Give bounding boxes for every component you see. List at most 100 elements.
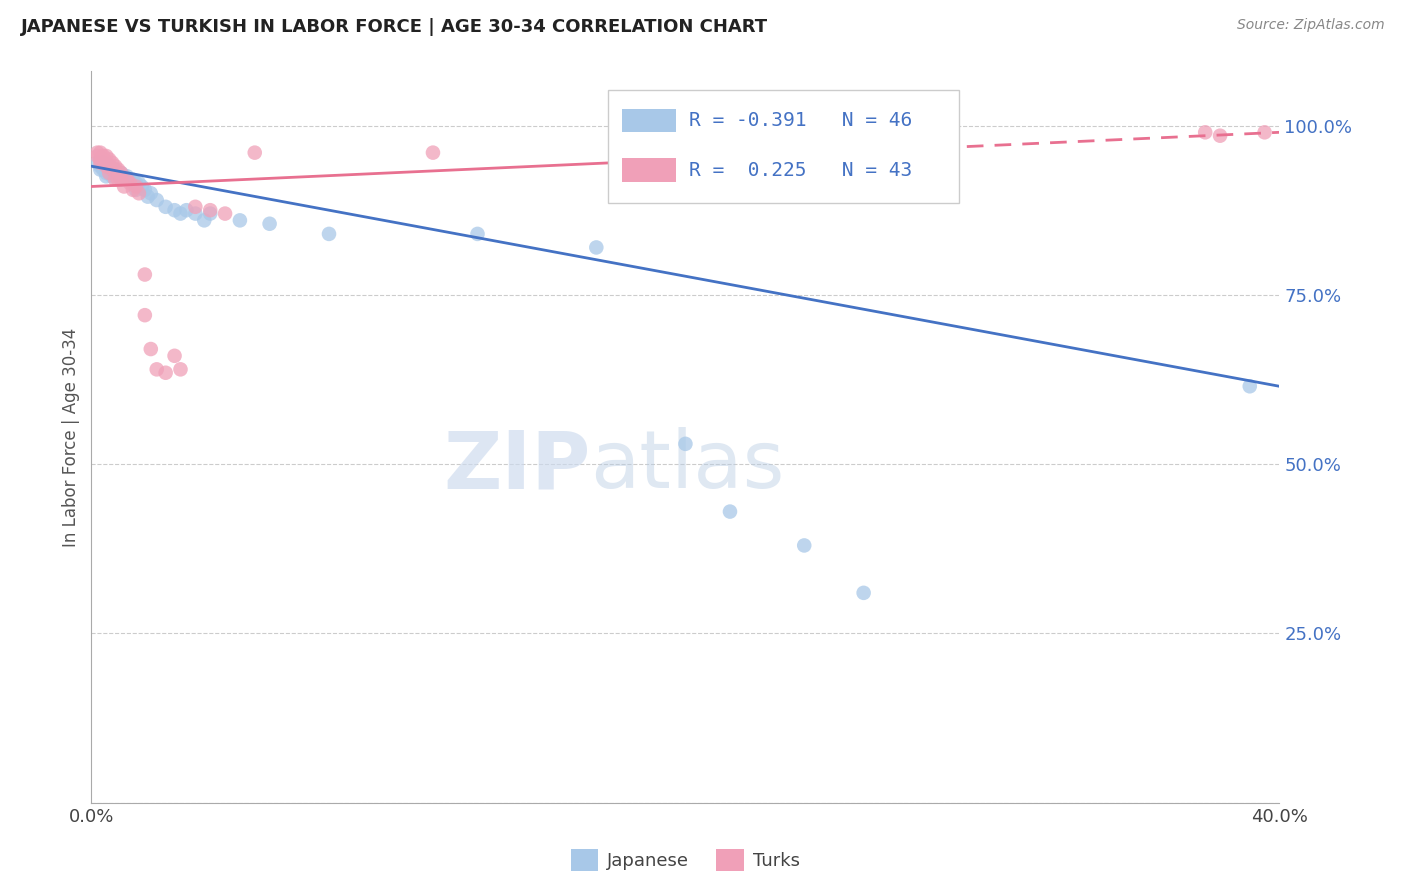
Point (86, 156, 108, 170)
Point (467, 227, 489, 241)
Point (318, 227, 340, 241)
Point (101, 162, 124, 177)
Point (110, 166, 132, 180)
Point (101, 169, 124, 184)
Point (259, 217, 281, 231)
Point (91, 149, 114, 163)
Point (112, 179, 135, 194)
Point (184, 206, 207, 220)
Point (122, 172, 145, 186)
Point (200, 203, 222, 218)
Point (139, 186, 162, 201)
Point (98, 166, 121, 180)
Point (96, 159, 118, 173)
Point (104, 162, 127, 177)
Point (131, 179, 153, 194)
Point (134, 308, 156, 322)
Point (630, 145, 652, 160)
Point (118, 172, 141, 186)
Legend: Japanese, Turks: Japanese, Turks (564, 841, 807, 878)
Point (169, 206, 191, 220)
Point (104, 159, 127, 173)
Point (214, 206, 236, 220)
Point (115, 169, 138, 184)
Point (110, 172, 132, 186)
Point (91, 162, 114, 177)
Point (98, 159, 121, 173)
Point (422, 145, 444, 160)
Point (86, 145, 108, 160)
Text: JAPANESE VS TURKISH IN LABOR FORCE | AGE 30-34 CORRELATION CHART: JAPANESE VS TURKISH IN LABOR FORCE | AGE… (21, 18, 768, 36)
Point (101, 162, 124, 177)
Point (229, 213, 252, 227)
Point (125, 183, 148, 197)
Point (110, 166, 132, 180)
Point (136, 189, 159, 203)
Point (673, 437, 696, 451)
Point (155, 366, 177, 380)
Point (145, 362, 167, 376)
Point (86, 149, 108, 163)
Point (852, 586, 875, 600)
Point (89, 156, 111, 170)
Point (1239, 379, 1261, 393)
Text: atlas: atlas (591, 427, 785, 506)
Point (115, 172, 138, 186)
Point (112, 169, 135, 184)
Text: Source: ZipAtlas.com: Source: ZipAtlas.com (1237, 18, 1385, 32)
Point (96, 169, 118, 184)
Point (122, 183, 145, 197)
Point (193, 213, 215, 227)
Point (89, 162, 111, 177)
Point (107, 162, 129, 177)
Point (89, 145, 111, 160)
Point (98, 166, 121, 180)
Point (125, 179, 148, 194)
Point (118, 176, 141, 190)
Point (163, 349, 186, 363)
Bar (623, 159, 676, 182)
Text: R = -0.391   N = 46: R = -0.391 N = 46 (689, 111, 912, 130)
Point (89, 159, 111, 173)
Text: R =  0.225   N = 43: R = 0.225 N = 43 (689, 161, 912, 179)
Point (585, 240, 607, 254)
Point (139, 342, 162, 356)
Point (145, 193, 167, 207)
Point (110, 172, 132, 186)
Point (91, 153, 114, 167)
Point (1253, 125, 1275, 139)
Point (96, 166, 118, 180)
Point (1209, 128, 1232, 143)
Point (163, 203, 186, 218)
Point (91, 156, 114, 170)
Point (200, 206, 222, 220)
Point (125, 176, 148, 190)
Point (128, 186, 150, 201)
Point (101, 156, 124, 170)
Point (98, 159, 121, 173)
Point (155, 200, 177, 214)
Point (98, 153, 121, 167)
FancyBboxPatch shape (609, 90, 959, 203)
Point (96, 156, 118, 170)
Point (104, 166, 127, 180)
Y-axis label: In Labor Force | Age 30-34: In Labor Force | Age 30-34 (62, 327, 80, 547)
Point (128, 176, 150, 190)
Point (89, 153, 111, 167)
Bar (623, 109, 676, 132)
Point (793, 538, 815, 552)
Point (176, 203, 198, 218)
Point (104, 172, 127, 186)
Point (184, 200, 207, 214)
Point (1194, 125, 1216, 139)
Point (96, 159, 118, 173)
Point (243, 145, 266, 160)
Point (107, 166, 129, 180)
Point (169, 362, 191, 376)
Point (134, 268, 156, 282)
Text: ZIP: ZIP (443, 427, 591, 506)
Point (718, 505, 741, 519)
Point (96, 149, 118, 163)
Point (107, 172, 129, 186)
Point (134, 183, 156, 197)
